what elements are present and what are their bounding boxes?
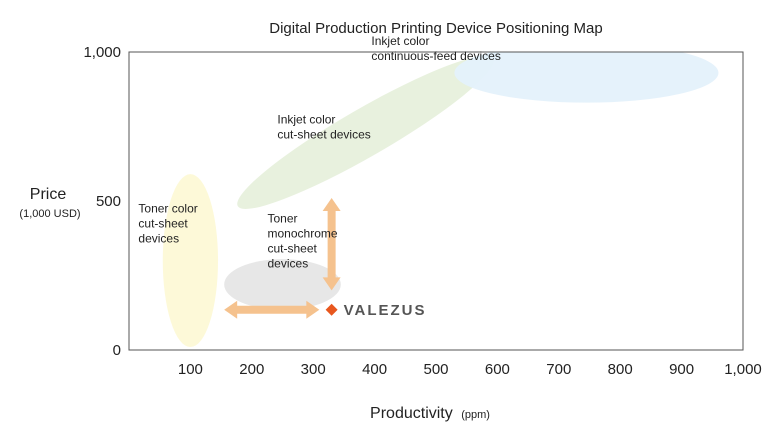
region-label-2-line-2: monochrome [268, 226, 338, 240]
x-tick-label-6: 600 [485, 361, 510, 378]
regions-layer [162, 52, 719, 348]
x-tick-label-4: 400 [362, 361, 387, 378]
x-tick-label-1: 100 [178, 361, 203, 378]
y-axis-label: Price [30, 186, 67, 203]
valezus-point-marker [325, 303, 338, 316]
x-tick-label-2: 200 [239, 361, 264, 378]
arrow-shape-1 [224, 300, 320, 319]
region-label-3: Inkjet color cut-sheet devices [277, 112, 370, 141]
region-label-2-line-3: cut-sheet [268, 241, 318, 255]
region-ellipse-1 [162, 174, 219, 348]
region-label-4: Inkjet color continuous-feed devices [371, 34, 500, 63]
arrow-vertical [322, 198, 341, 291]
region-label-1-line-1: Toner color [138, 202, 197, 216]
x-tick-label-3: 300 [301, 361, 326, 378]
x-tick-label-9: 900 [669, 361, 694, 378]
arrows-layer [224, 198, 341, 319]
region-ellipse-4 [454, 52, 719, 103]
region-label-3-line-2: cut-sheet devices [277, 127, 370, 141]
region-ellipse-2 [224, 259, 341, 310]
x-tick-label-7: 700 [546, 361, 571, 378]
y-tick-label-3: 1,000 [83, 44, 121, 61]
y-tick-label-1: 0 [113, 342, 121, 359]
chart-title: Digital Production Printing Device Posit… [269, 20, 603, 37]
y-tick-label-2: 500 [96, 193, 121, 210]
region-label-2: Toner monochrome cut-sheet devices [268, 211, 338, 270]
x-tick-label-10: 1,000 [724, 361, 762, 378]
x-axis-unit: (ppm) [461, 409, 490, 421]
region-label-2-line-1: Toner [268, 211, 298, 225]
region-ellipse-3 [237, 55, 494, 209]
region-label-1-line-2: cut-sheet [138, 217, 188, 231]
x-axis-label-group: Productivity (ppm) [370, 405, 490, 422]
region-label-1: Toner color cut-sheet devices [138, 202, 197, 246]
plot-area-border [128, 51, 744, 351]
region-label-2-line-4: devices [268, 256, 309, 270]
x-tick-label-5: 500 [423, 361, 448, 378]
arrow-shape-2 [322, 198, 341, 291]
region-label-4-line-1: Inkjet color [371, 34, 429, 48]
arrow-horizontal [224, 300, 320, 319]
x-tick-label-8: 800 [608, 361, 633, 378]
region-label-3-line-1: Inkjet color [277, 112, 335, 126]
valezus-point-label: VALEZUS [344, 302, 427, 319]
plot-frame-layer [128, 51, 744, 351]
ticks-layer: 100 200 300 400 500 600 700 800 900 1,000 0 500 1,00… [83, 44, 761, 378]
region-label-4-line-2: continuous-feed devices [371, 49, 500, 63]
y-axis-unit: (1,000 USD) [19, 208, 80, 220]
region-label-1-line-3: devices [138, 232, 179, 246]
point-layer: VALEZUS [325, 302, 427, 319]
x-axis-label: Productivity [370, 405, 453, 422]
